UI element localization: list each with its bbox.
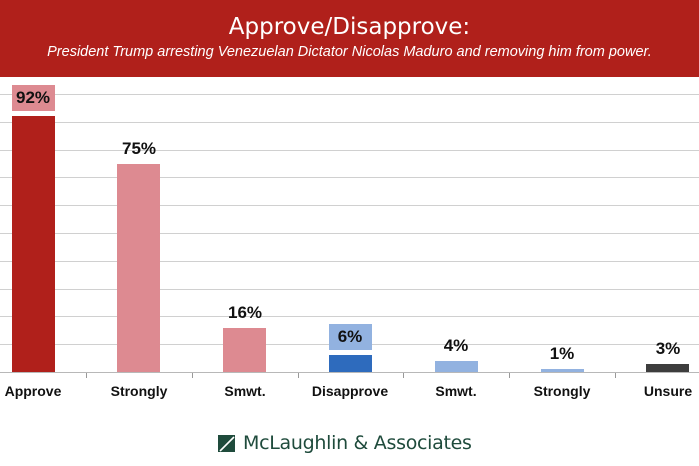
chart-subtitle: President Trump arresting Venezuelan Dic… [47,44,652,60]
bar-approve [12,116,55,372]
axis-tick [298,373,299,378]
gridline [0,122,699,123]
plot-area: 92% 75% 16% 6% 4% 1% 3% [0,77,699,378]
gridline [0,316,699,317]
category-label: Strongly [533,383,591,399]
x-axis-line [0,372,699,373]
bar-strongly [117,164,160,372]
axis-tick [509,373,510,378]
value-label: 6% [310,324,390,350]
gridline [0,150,699,151]
category-label: Approve [4,383,62,399]
category-label: Smwt. [435,383,477,399]
gridline [0,177,699,178]
chart-header: Approve/Disapprove: President Trump arre… [0,0,699,77]
gridline [0,205,699,206]
gridline [0,233,699,234]
axis-tick [615,373,616,378]
value-label: 75% [121,139,157,158]
category-label: Disapprove [311,383,389,399]
footer-brand: McLaughlin & Associates [218,432,472,454]
brand-name: McLaughlin & Associates [243,432,472,454]
axis-tick [192,373,193,378]
mclaughlin-logo-icon [218,434,235,452]
value-label: 16% [227,303,263,322]
gridline [0,94,699,95]
gridline [0,289,699,290]
gridline [0,261,699,262]
value-label: 92% [0,85,73,111]
category-label: Smwt. [224,383,266,399]
bar-smwt [223,328,266,372]
value-label: 4% [443,336,469,355]
category-label: Strongly [110,383,168,399]
bar-disapprove [329,355,372,372]
bar-unsure [646,364,689,372]
bar-strongly [541,369,584,372]
category-label: Unsure [643,383,693,399]
axis-tick [403,373,404,378]
bar-smwt [435,361,478,372]
value-label: 1% [549,344,575,363]
chart-title: Approve/Disapprove: [228,14,471,40]
axis-tick [86,373,87,378]
value-label: 3% [655,339,681,358]
